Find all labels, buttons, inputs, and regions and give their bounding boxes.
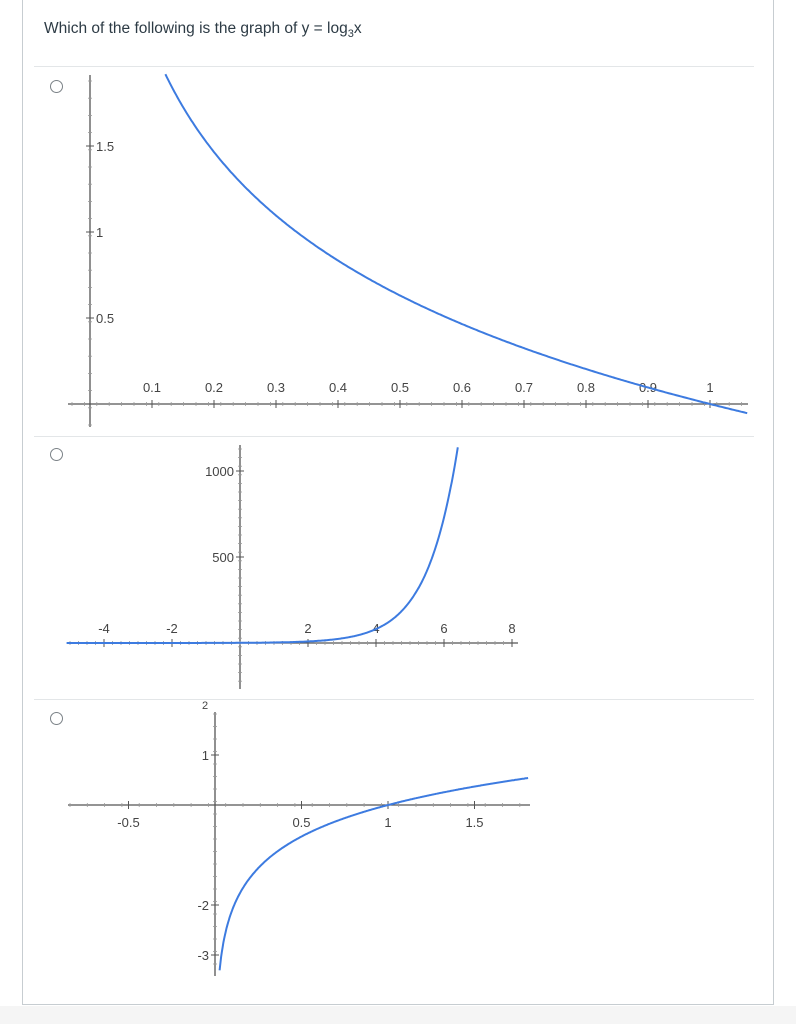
x-tick-label: -2 — [166, 621, 178, 636]
option-a-graph[interactable]: 0.1 0.2 0.3 0.4 0.5 0.6 0.7 0.8 0.9 10.511.5 — [0, 67, 796, 435]
option-b-radio[interactable] — [50, 448, 63, 461]
y-tick-label: -3 — [197, 948, 209, 963]
y-tick-label-cut: 2 — [202, 700, 208, 712]
x-tick-label: 6 — [440, 621, 447, 636]
x-tick-label: 0.3 — [267, 380, 285, 395]
y-tick-label: 1.5 — [96, 139, 114, 154]
x-tick-label: 0.2 — [205, 380, 223, 395]
question-base: 3 — [347, 28, 354, 41]
curve-line — [66, 447, 459, 644]
y-tick-label: 0.5 — [96, 311, 114, 326]
divider — [34, 699, 754, 700]
x-tick-label: -0.5 — [117, 815, 139, 830]
x-tick-label: 1.5 — [465, 815, 483, 830]
question-prefix: Which of the following is the graph of y… — [44, 20, 348, 37]
question-text: Which of the following is the graph of y… — [44, 20, 362, 40]
y-tick-label: 500 — [212, 550, 234, 565]
x-tick-label: 0.5 — [391, 380, 409, 395]
x-tick-label: 0.8 — [577, 380, 595, 395]
curve-line — [218, 777, 529, 971]
x-tick-label: 1 — [706, 380, 713, 395]
option-a-radio[interactable] — [50, 80, 63, 93]
option-c-graph[interactable]: -0.5 0.5 1 1.5 1 -2 -3 2 — [0, 700, 796, 980]
divider — [34, 66, 754, 67]
x-tick-label: 1 — [384, 815, 391, 830]
x-tick-label: 0.4 — [329, 380, 347, 395]
y-tick-label: -2 — [197, 898, 209, 913]
option-c-radio[interactable] — [50, 712, 63, 725]
y-tick-label: 1 — [202, 748, 209, 763]
x-tick-label: 0.5 — [292, 815, 310, 830]
question-suffix: x — [353, 20, 362, 37]
x-tick-label: 0.1 — [143, 380, 161, 395]
x-tick-label: 0.7 — [515, 380, 533, 395]
y-tick-label: 1000 — [205, 464, 234, 479]
x-tick-label: 2 — [304, 621, 311, 636]
divider — [34, 436, 754, 437]
x-tick-label: 8 — [508, 621, 515, 636]
curve-line — [164, 73, 748, 415]
question-card — [22, 0, 774, 1005]
bottom-bar — [0, 1006, 796, 1024]
x-tick-label: -4 — [98, 621, 110, 636]
x-tick-label: 0.6 — [453, 380, 471, 395]
y-tick-label: 1 — [96, 225, 103, 240]
